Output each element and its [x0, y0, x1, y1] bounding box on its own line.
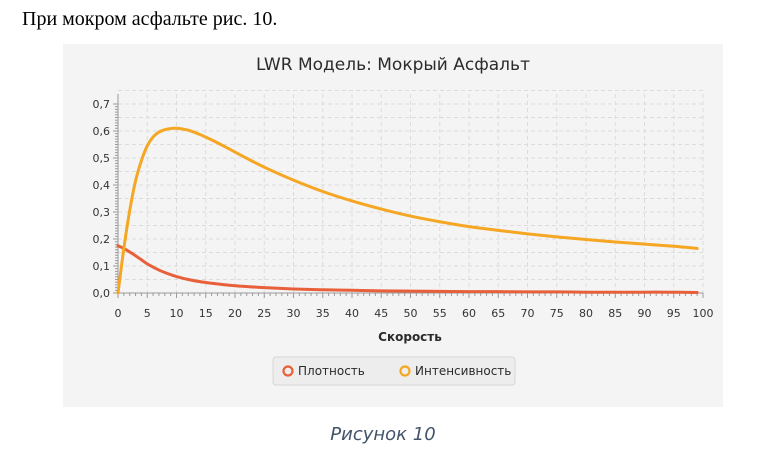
chart-axes: 0 5 10 15 20 25 30 35 40 45 50 55 60 65 70 75 80 85 90 95 10…	[93, 94, 714, 320]
x-tick-label: 85	[608, 307, 622, 320]
x-tick-label: 90	[638, 307, 652, 320]
x-tick-label: 35	[316, 307, 330, 320]
x-tick-label: 65	[491, 307, 505, 320]
y-tick-label: 0,5	[93, 152, 111, 165]
chart-legend: Плотность Интенсивность	[272, 356, 516, 386]
x-tick-label: 55	[433, 307, 447, 320]
x-tick-label: 70	[521, 307, 535, 320]
series-line-intensity	[116, 126, 699, 295]
x-tick-label: 75	[550, 307, 564, 320]
legend-box	[272, 356, 516, 386]
lwr-chart: LWR Модель: Мокрый Асфальт 0 5 10 15 20 25 30 3…	[93, 55, 714, 386]
x-tick-label: 25	[257, 307, 271, 320]
x-tick-label: 20	[228, 307, 242, 320]
x-tick-label: 50	[404, 307, 418, 320]
x-tick-label: 100	[693, 307, 714, 320]
legend-marker-intensity	[399, 365, 411, 377]
x-tick-label: 95	[667, 307, 681, 320]
series-line-density	[116, 244, 699, 294]
chart-panel: LWR Модель: Мокрый Асфальт 0 5 10 15 20 25 30 3…	[63, 44, 723, 407]
x-tick-label: 40	[345, 307, 359, 320]
y-tick-label: 0,4	[93, 179, 111, 192]
x-tick-label: 0	[115, 307, 122, 320]
x-tick-label: 60	[462, 307, 476, 320]
y-tick-label: 0,2	[93, 233, 111, 246]
y-tick-label: 0,6	[93, 125, 111, 138]
y-tick-label: 0,1	[93, 260, 111, 273]
x-tick-label: 15	[199, 307, 213, 320]
x-axis-label: Скорость	[378, 330, 442, 344]
y-tick-label: 0,0	[93, 287, 111, 300]
intro-text: При мокром асфальте рис. 10.	[22, 8, 278, 30]
legend-label-density: Плотность	[298, 364, 365, 378]
chart-title: LWR Модель: Мокрый Асфальт	[256, 55, 530, 75]
x-tick-label: 80	[579, 307, 593, 320]
x-tick-label: 30	[287, 307, 301, 320]
figure-caption: Рисунок 10	[330, 424, 436, 445]
legend-label-intensity: Интенсивность	[415, 364, 511, 378]
chart-series	[116, 126, 699, 295]
legend-marker-density	[282, 365, 294, 377]
x-tick-label: 5	[144, 307, 151, 320]
y-tick-label: 0,7	[93, 98, 111, 111]
chart-grid	[118, 90, 704, 293]
y-tick-label: 0,3	[93, 206, 111, 219]
x-tick-label: 45	[374, 307, 388, 320]
x-tick-label: 10	[170, 307, 184, 320]
